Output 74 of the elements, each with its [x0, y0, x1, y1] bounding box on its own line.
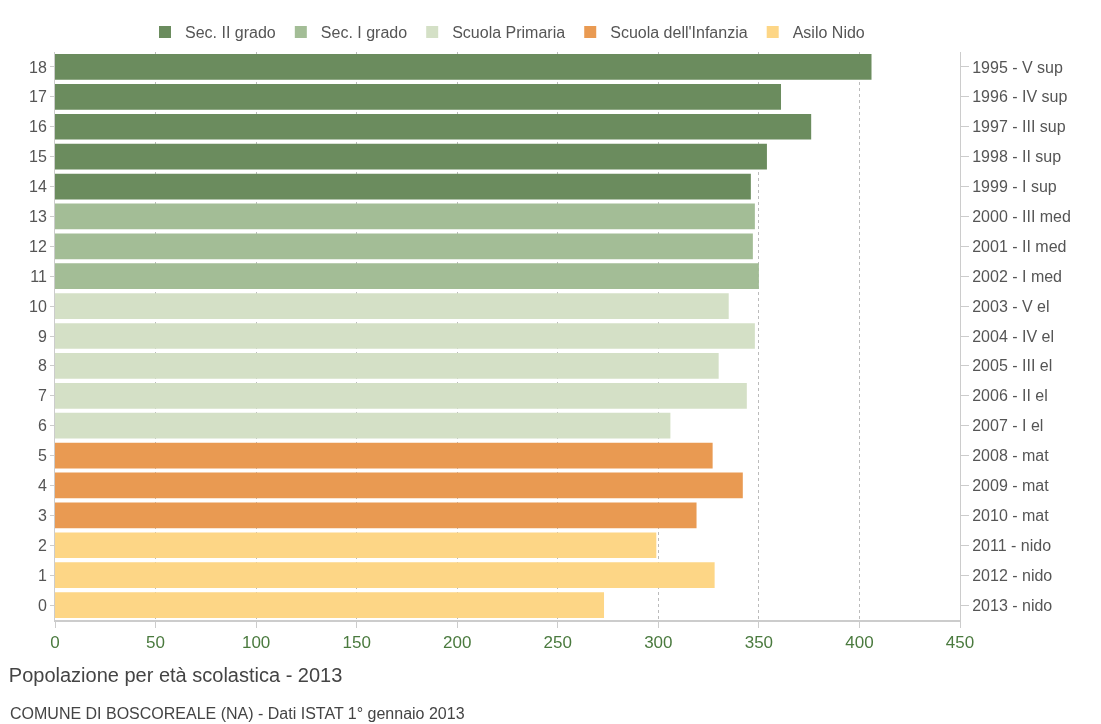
x-tick-label: 100 [241, 633, 271, 653]
y2-tick-label: 2001 - II med [972, 237, 1067, 255]
y-tick-label: 5 [37, 447, 47, 465]
y-tick-label: 18 [29, 58, 47, 76]
bar [55, 562, 715, 589]
bar [55, 233, 753, 260]
legend-label: Asilo Nido [792, 24, 865, 42]
bar [55, 353, 719, 379]
bar [55, 532, 657, 559]
y2-tick-label: 2003 - V el [972, 297, 1050, 315]
y2-tick-label: 2008 - mat [972, 447, 1050, 465]
legend-label: Scuola Primaria [452, 24, 566, 42]
y-tick-label: 12 [29, 237, 47, 255]
x-tick-label: 250 [543, 633, 572, 653]
bar [55, 412, 671, 439]
y-tick-label: 2 [37, 536, 47, 554]
y2-tick-label: 1996 - IV sup [972, 88, 1068, 106]
x-tick-label: 200 [443, 633, 472, 653]
y-tick-label: 9 [37, 327, 47, 345]
y2-tick-label: 2004 - IV el [972, 327, 1055, 345]
bar [55, 293, 729, 319]
y-tick-label: 4 [37, 477, 47, 495]
y2-tick-label: 2007 - I el [972, 417, 1044, 435]
y-tick-label: 17 [29, 88, 47, 106]
bar [55, 472, 743, 499]
x-tick-label: 300 [644, 633, 673, 653]
y-tick-label: 14 [29, 178, 47, 196]
y-tick-label: 0 [37, 596, 47, 614]
bar [55, 54, 872, 80]
bar [55, 502, 697, 529]
bar [55, 203, 755, 230]
x-tick-label: 350 [744, 633, 774, 653]
bar [55, 382, 747, 409]
y-tick-label: 6 [37, 417, 47, 435]
x-tick-label: 450 [945, 633, 975, 653]
y2-tick-label: 2002 - I med [972, 267, 1063, 285]
y2-tick-label: 2005 - III el [972, 357, 1053, 375]
bar [55, 143, 767, 170]
y-tick-label: 8 [37, 357, 47, 375]
y2-tick-label: 1999 - I sup [972, 178, 1057, 196]
y-tick-label: 15 [29, 148, 47, 166]
bar [55, 83, 782, 110]
legend-label: Sec. I grado [320, 24, 408, 42]
y-tick-label: 13 [29, 208, 47, 226]
y2-tick-label: 1998 - II sup [972, 148, 1062, 166]
y2-tick-label: 2000 - III med [972, 208, 1071, 226]
x-tick-label: 0 [50, 633, 60, 653]
y2-tick-label: 2012 - nido [972, 566, 1053, 584]
bar [55, 592, 605, 618]
y2-tick-label: 2006 - II el [972, 387, 1048, 405]
y2-tick-label: 2010 - mat [972, 506, 1050, 524]
y2-tick-label: 1995 - V sup [972, 58, 1064, 76]
x-tick-label: 50 [146, 633, 166, 653]
y-tick-label: 1 [37, 566, 47, 584]
y-tick-label: 7 [37, 387, 47, 405]
bar [55, 442, 713, 469]
y-tick-label: 11 [30, 267, 47, 285]
y2-tick-label: 2011 - nido [972, 536, 1052, 554]
x-tick-label: 400 [845, 633, 874, 653]
y2-tick-label: 2013 - nido [972, 596, 1053, 614]
bar [55, 113, 812, 140]
y2-tick-label: 2009 - mat [972, 477, 1050, 495]
legend-label: Scuola dell'Infanzia [610, 24, 748, 42]
y2-tick-label: 1997 - III sup [972, 118, 1066, 136]
bar [55, 173, 751, 200]
y-tick-label: 16 [29, 118, 47, 136]
y-tick-label: 10 [29, 297, 47, 315]
legend-label: Sec. II grado [185, 24, 276, 42]
text: Popolazione per età scolastica - 2013 [8, 663, 343, 686]
y-tick-label: 3 [37, 506, 47, 524]
x-tick-label: 150 [342, 633, 371, 653]
bar [55, 263, 759, 290]
text: COMUNE DI BOSCOREALE (NA) - Dati ISTAT 1° gennaio 2013 [10, 705, 465, 722]
bar [55, 323, 755, 349]
